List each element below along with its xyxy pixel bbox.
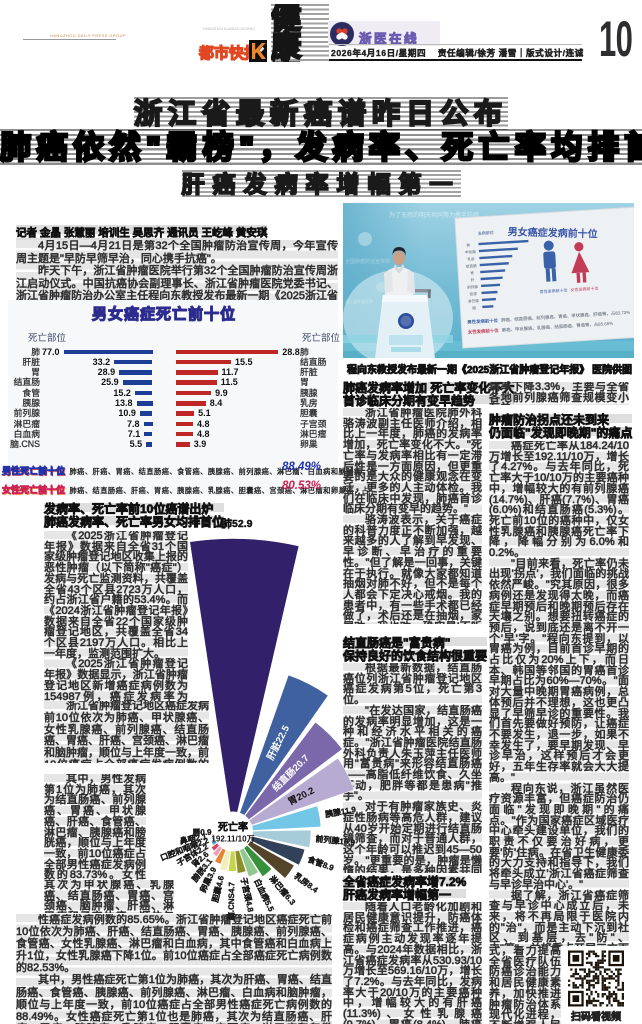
svg-text:脑.CNS4.7: 脑.CNS4.7 [226, 881, 237, 921]
svg-text:肝: 肝 [471, 277, 475, 282]
svg-text:全国肿瘤防治宣传周: 全国肿瘤防治宣传周 [345, 258, 390, 265]
svg-text:为了无癌的明天共同努力携手防癌: 为了无癌的明天共同努力携手防癌 [389, 211, 479, 219]
svg-text:脑: 脑 [472, 305, 476, 310]
svg-text:前列腺: 前列腺 [467, 284, 478, 290]
svg-text:男女癌症发病前十位: 男女癌症发病前十位 [508, 225, 598, 240]
svg-text:乳房: 乳房 [467, 256, 475, 261]
svg-text:胃: 胃 [470, 271, 474, 275]
svg-text:发病部位: 发病部位 [478, 229, 494, 236]
svg-text:宫颈: 宫颈 [469, 291, 477, 296]
svg-text:唇0.9: 唇0.9 [192, 828, 212, 838]
svg-text:男性发病前十位: 男性发病前十位 [467, 317, 499, 326]
svg-text:乳房8.4: 乳房8.4 [292, 871, 320, 895]
svg-text:肺52.9: 肺52.9 [222, 517, 253, 530]
svg-text:前列腺10.9: 前列腺10.9 [315, 833, 356, 847]
svg-text:浙江省肿瘤医院: 浙江省肿瘤医院 [345, 298, 373, 304]
svg-text:食管8.9: 食管8.9 [306, 854, 335, 873]
svg-text:结直肠: 结直肠 [466, 263, 477, 269]
svg-text:甲状腺: 甲状腺 [465, 249, 476, 255]
svg-text:女性发病前十位: 女性发病前十位 [468, 327, 500, 336]
svg-text:肺: 肺 [466, 242, 470, 247]
svg-text:女性发病前十位: 女性发病前十位 [570, 285, 598, 293]
svg-text:胰腺11.9: 胰腺11.9 [324, 804, 357, 819]
svg-text:淋巴瘤: 淋巴瘤 [468, 298, 479, 304]
svg-text:192.11/10万: 192.11/10万 [211, 835, 254, 844]
svg-text:死亡率: 死亡率 [218, 821, 248, 834]
svg-text:男性发病前十位: 男性发病前十位 [539, 287, 567, 295]
